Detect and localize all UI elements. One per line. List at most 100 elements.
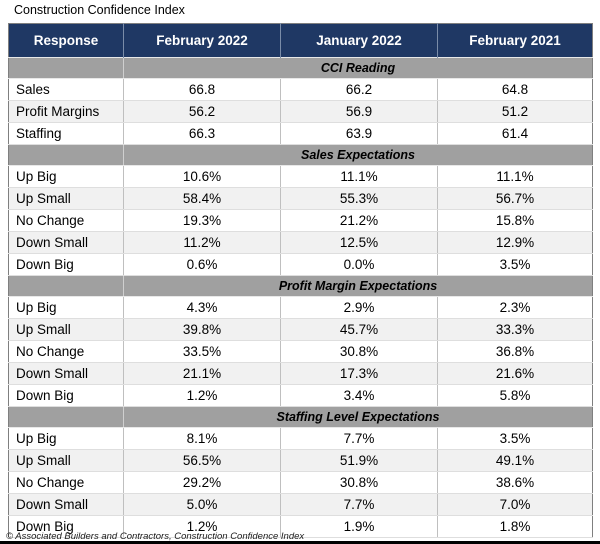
value-cell: 3.4% [280,384,438,407]
value-cell: 64.8 [437,78,593,101]
value-cell: 7.7% [280,427,438,450]
table-row: Down Big 1.2% 1.9% 1.8% [8,515,593,538]
header-row: Response February 2022 January 2022 Febr… [8,23,593,58]
cci-table: Response February 2022 January 2022 Febr… [8,23,593,538]
row-label-cell: Staffing [8,122,124,145]
section-band-row: Staffing Level Expectations [8,406,593,428]
table-row: Up Small 39.8% 45.7% 33.3% [8,318,593,341]
table-row: Down Small 5.0% 7.7% 7.0% [8,493,593,516]
bottom-border-bar [0,541,600,544]
column-header-february-2022: February 2022 [123,23,281,58]
row-label-cell: Sales [8,78,124,101]
value-cell: 4.3% [123,296,281,319]
value-cell: 10.6% [123,165,281,188]
value-cell: 55.3% [280,187,438,210]
value-cell: 56.2 [123,100,281,123]
row-label-cell: No Change [8,209,124,232]
value-cell: 3.5% [437,427,593,450]
value-cell: 56.7% [437,187,593,210]
value-cell: 49.1% [437,449,593,472]
table-row: Up Big 4.3% 2.9% 2.3% [8,296,593,319]
section-band-row: Sales Expectations [8,144,593,166]
row-label-cell: Down Big [8,515,124,538]
value-cell: 3.5% [437,253,593,276]
section-band-row: Profit Margin Expectations [8,275,593,297]
row-label-cell: Up Small [8,318,124,341]
value-cell: 2.3% [437,296,593,319]
row-label-cell: No Change [8,471,124,494]
value-cell: 15.8% [437,209,593,232]
value-cell: 17.3% [280,362,438,385]
value-cell: 1.2% [123,515,281,538]
value-cell: 66.2 [280,78,438,101]
row-label-cell: Up Big [8,165,124,188]
value-cell: 2.9% [280,296,438,319]
section-band-label: Sales Expectations [123,144,593,166]
table-row: Down Small 21.1% 17.3% 21.6% [8,362,593,385]
row-label-cell: Down Small [8,231,124,254]
column-header-february-2021: February 2021 [437,23,593,58]
value-cell: 1.2% [123,384,281,407]
row-label-cell: Up Small [8,449,124,472]
value-cell: 63.9 [280,122,438,145]
table-row: Up Big 10.6% 11.1% 11.1% [8,165,593,188]
table-row: Up Big 8.1% 7.7% 3.5% [8,427,593,450]
table-row: Sales 66.8 66.2 64.8 [8,78,593,101]
value-cell: 11.1% [280,165,438,188]
value-cell: 1.9% [280,515,438,538]
value-cell: 56.9 [280,100,438,123]
value-cell: 38.6% [437,471,593,494]
section-band-spacer [8,57,124,79]
source-attribution: © Associated Builders and Contractors, C… [6,531,305,542]
value-cell: 58.4% [123,187,281,210]
value-cell: 29.2% [123,471,281,494]
value-cell: 33.3% [437,318,593,341]
value-cell: 12.5% [280,231,438,254]
value-cell: 21.6% [437,362,593,385]
row-label-cell: Up Big [8,427,124,450]
value-cell: 39.8% [123,318,281,341]
row-label-cell: No Change [8,340,124,363]
value-cell: 11.1% [437,165,593,188]
section-band-spacer [8,406,124,428]
value-cell: 33.5% [123,340,281,363]
table-body: CCI Reading Sales 66.8 66.2 64.8 Profit Margi… [8,57,593,538]
value-cell: 36.8% [437,340,593,363]
table-row: No Change 33.5% 30.8% 36.8% [8,340,593,363]
value-cell: 21.2% [280,209,438,232]
value-cell: 51.9% [280,449,438,472]
section-band-spacer [8,275,124,297]
value-cell: 56.5% [123,449,281,472]
table-row: No Change 29.2% 30.8% 38.6% [8,471,593,494]
row-label-cell: Down Small [8,362,124,385]
column-header-january-2022: January 2022 [280,23,438,58]
table-row: Profit Margins 56.2 56.9 51.2 [8,100,593,123]
value-cell: 0.0% [280,253,438,276]
row-label-cell: Up Big [8,296,124,319]
section-band-label: Profit Margin Expectations [123,275,593,297]
table-row: Down Big 1.2% 3.4% 5.8% [8,384,593,407]
table-row: Up Small 58.4% 55.3% 56.7% [8,187,593,210]
value-cell: 8.1% [123,427,281,450]
row-label-cell: Down Big [8,253,124,276]
row-label-cell: Down Big [8,384,124,407]
row-label-cell: Up Small [8,187,124,210]
value-cell: 7.0% [437,493,593,516]
value-cell: 1.8% [437,515,593,538]
section-band-label: CCI Reading [123,57,593,79]
value-cell: 5.0% [123,493,281,516]
value-cell: 30.8% [280,340,438,363]
value-cell: 66.8 [123,78,281,101]
table-row: Staffing 66.3 63.9 61.4 [8,122,593,145]
section-band-label: Staffing Level Expectations [123,406,593,428]
section-band-row: CCI Reading [8,57,593,79]
value-cell: 0.6% [123,253,281,276]
table-row: Down Small 11.2% 12.5% 12.9% [8,231,593,254]
row-label-cell: Profit Margins [8,100,124,123]
value-cell: 11.2% [123,231,281,254]
table-row: Down Big 0.6% 0.0% 3.5% [8,253,593,276]
table-row: No Change 19.3% 21.2% 15.8% [8,209,593,232]
value-cell: 5.8% [437,384,593,407]
value-cell: 19.3% [123,209,281,232]
